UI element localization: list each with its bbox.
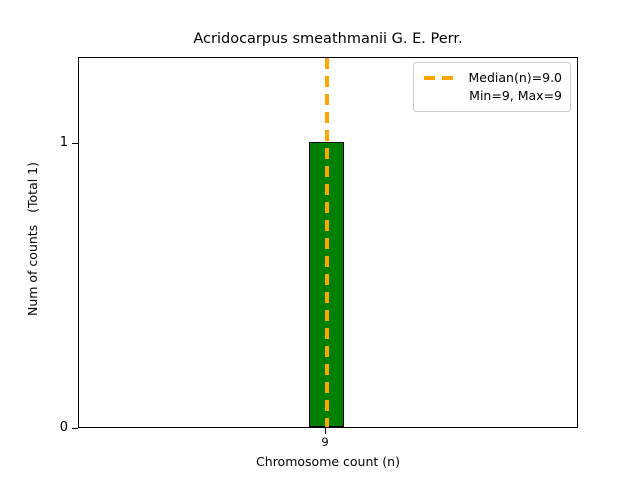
y-tick-label-1: 1 xyxy=(59,135,68,150)
legend-label-min-max: Min=9, Max=9 xyxy=(469,88,562,103)
chart-legend: Median(n)=9.0 Min=9, Max=9 xyxy=(413,62,571,112)
legend-row-min-max: Min=9, Max=9 xyxy=(422,87,562,104)
x-axis-label: Chromosome count (n) xyxy=(256,454,400,469)
y-tick-mark-0 xyxy=(72,428,78,429)
y-tick-mark-1 xyxy=(72,143,78,144)
y-tick-label-0: 0 xyxy=(59,420,68,435)
y-axis-label: Num of counts (Total 1) xyxy=(25,161,40,317)
dashed-line-icon xyxy=(423,75,460,80)
plot-area xyxy=(78,57,578,428)
median-reference-line xyxy=(325,58,329,427)
x-tick-mark-9 xyxy=(325,428,326,434)
legend-row-median: Median(n)=9.0 xyxy=(422,69,562,86)
x-tick-label-9: 9 xyxy=(321,435,329,449)
chart-title: Acridocarpus smeathmanii G. E. Perr. xyxy=(193,31,463,47)
legend-label-median: Median(n)=9.0 xyxy=(468,70,563,85)
